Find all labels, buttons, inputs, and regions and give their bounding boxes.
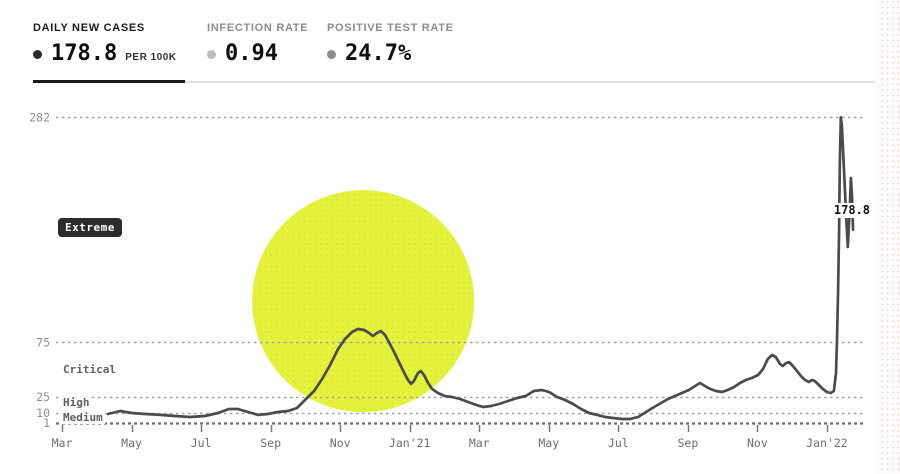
cases-line-series[interactable] bbox=[106, 115, 855, 421]
metric-value-row: 24.7% bbox=[327, 43, 454, 65]
header-divider bbox=[185, 81, 875, 83]
active-tab-underline bbox=[33, 80, 185, 83]
metric-value-row: 0.94 bbox=[207, 43, 308, 65]
y-axis-label-1: 1 bbox=[43, 416, 50, 430]
metric-label: INFECTION RATE bbox=[207, 22, 309, 34]
highlight-circle-texture bbox=[252, 190, 475, 413]
y-axis-label-75: 75 bbox=[36, 335, 50, 349]
x-axis-label-Jan'22: Jan'22 bbox=[806, 436, 848, 450]
x-axis-label-May: May bbox=[538, 436, 559, 450]
x-axis-label-Sep: Sep bbox=[260, 436, 281, 450]
metric-tab-positive-test-rate[interactable]: POSITIVE TEST RATE 24.7% bbox=[327, 22, 454, 65]
x-axis-label-Jul: Jul bbox=[191, 436, 212, 450]
page-edge-strip-dots bbox=[877, 0, 900, 474]
y-axis-label-25: 25 bbox=[36, 390, 50, 404]
x-axis-label-Mar: Mar bbox=[52, 436, 73, 450]
metric-tabs: DAILY NEW CASES 178.8 PER 100K INFECTION RA… bbox=[0, 0, 900, 90]
metric-tab-daily-new-cases[interactable]: DAILY NEW CASES 178.8 PER 100K bbox=[33, 22, 176, 65]
x-axis-label-Sep: Sep bbox=[677, 436, 698, 450]
x-axis-label-Jan'21: Jan'21 bbox=[389, 436, 431, 450]
metric-tab-infection-rate[interactable]: INFECTION RATE 0.94 bbox=[207, 22, 308, 65]
metric-dot-icon bbox=[327, 49, 336, 59]
metric-value: 0.94 bbox=[225, 41, 278, 66]
metric-value-suffix: PER 100K bbox=[125, 51, 177, 63]
metric-dot-icon bbox=[207, 49, 216, 59]
metric-value: 178.8 bbox=[51, 41, 118, 66]
x-axis-label-Mar: Mar bbox=[469, 436, 490, 450]
y-axis-label-282: 282 bbox=[29, 110, 50, 124]
y-axis-label-10: 10 bbox=[36, 406, 50, 420]
metric-value-row: 178.8 PER 100K bbox=[33, 43, 176, 65]
x-axis-label-Nov: Nov bbox=[330, 436, 351, 450]
metric-label: DAILY NEW CASES bbox=[33, 22, 145, 34]
x-axis-label-Nov: Nov bbox=[747, 436, 768, 450]
x-axis-label-Jul: Jul bbox=[608, 436, 629, 450]
x-axis-label-May: May bbox=[121, 436, 142, 450]
metric-value: 24.7% bbox=[345, 41, 412, 66]
metric-label: POSITIVE TEST RATE bbox=[327, 22, 454, 34]
metric-dot-icon bbox=[33, 49, 42, 59]
